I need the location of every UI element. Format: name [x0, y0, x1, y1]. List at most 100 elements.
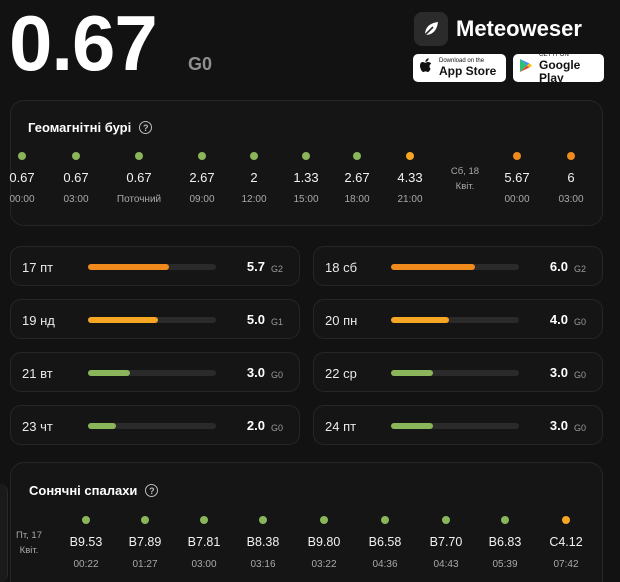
timeline-date-line1: Сб, 18: [450, 166, 480, 177]
flare-item: B8.38 03:16: [233, 516, 293, 570]
forecast-level: G1: [271, 317, 284, 327]
flare-class: B7.89: [128, 535, 162, 549]
forecast-level: G0: [574, 317, 587, 327]
timeline-time: 18:00: [344, 194, 370, 205]
flare-class: C4.12: [549, 535, 583, 549]
level-dot-icon: [567, 152, 575, 160]
geomagnetic-card: [10, 100, 603, 226]
forecast-bar-track: [391, 423, 519, 429]
info-icon[interactable]: ?: [139, 121, 153, 134]
level-dot-icon: [353, 152, 361, 160]
flare-dot-icon: [501, 516, 509, 524]
forecast-bar-fill: [391, 264, 476, 270]
timeline-item: 6 03:00: [541, 152, 601, 205]
scroll-edge[interactable]: [0, 484, 8, 582]
forecast-day-label: 18 сб: [325, 260, 358, 275]
forecast-day-label: 23 чт: [22, 419, 53, 434]
flare-time: 03:00: [191, 559, 217, 570]
timeline-date-line2: Квіт.: [455, 181, 475, 192]
forecast-day-card[interactable]: 18 сб 6.0 G2: [313, 246, 603, 286]
timeline-time: Поточний: [116, 194, 162, 205]
flare-class: B7.70: [429, 535, 463, 549]
forecast-bar-track: [88, 317, 216, 323]
forecast-day-card[interactable]: 17 пт 5.7 G2: [10, 246, 300, 286]
level-dot-icon: [18, 152, 26, 160]
app-store-large-text: App Store: [439, 64, 497, 78]
flare-item: B9.80 03:22: [294, 516, 354, 570]
timeline-item: 4.33 21:00: [380, 152, 440, 205]
flares-date-line1: Пт, 17: [16, 530, 42, 541]
timeline-time: 21:00: [397, 194, 423, 205]
timeline-item: 0.67 00:00: [0, 152, 52, 205]
info-icon[interactable]: ?: [145, 484, 159, 497]
forecast-level: G0: [271, 423, 284, 433]
flare-dot-icon: [141, 516, 149, 524]
forecast-bar-fill: [88, 264, 169, 270]
flare-class: B9.53: [69, 535, 103, 549]
forecast-day-label: 19 нд: [22, 313, 55, 328]
flare-item: B7.70 04:43: [416, 516, 476, 570]
timeline-item: 0.67 Поточний: [109, 152, 169, 205]
google-play-icon: [519, 58, 533, 78]
timeline-value: 2.67: [189, 170, 215, 185]
app-store-button[interactable]: Download on the App Store: [413, 54, 506, 82]
forecast-day-label: 17 пт: [22, 260, 54, 275]
forecast-bar-track: [391, 264, 519, 270]
flare-time: 03:16: [250, 559, 276, 570]
google-play-small-text: GET IT ON: [539, 51, 569, 58]
forecast-day-card[interactable]: 19 нд 5.0 G1: [10, 299, 300, 339]
timeline-value: 6: [567, 170, 575, 185]
google-play-button[interactable]: GET IT ON Google Play: [513, 51, 604, 85]
forecast-day-label: 22 ср: [325, 366, 357, 381]
app-store-small-text: Download on the: [439, 58, 485, 64]
flare-item: B7.89 01:27: [115, 516, 175, 570]
flare-time: 04:43: [433, 559, 459, 570]
forecast-day-card[interactable]: 24 пт 3.0 G0: [313, 405, 603, 445]
flares-date-label: Пт, 17 Квіт.: [13, 528, 45, 558]
flare-dot-icon: [320, 516, 328, 524]
timeline-value: 5.67: [504, 170, 530, 185]
timeline-time: 00:00: [504, 194, 530, 205]
level-dot-icon: [406, 152, 414, 160]
forecast-day-label: 24 пт: [325, 419, 357, 434]
forecast-day-label: 21 вт: [22, 366, 53, 381]
flare-class: B7.81: [187, 535, 221, 549]
google-play-large-text: Google Play: [539, 57, 581, 85]
timeline-value: 1.33: [293, 170, 319, 185]
flare-time: 01:27: [132, 559, 158, 570]
forecast-value: 6.0: [549, 259, 568, 274]
level-dot-icon: [302, 152, 310, 160]
forecast-day-card[interactable]: 20 пн 4.0 G0: [313, 299, 603, 339]
flare-time: 03:22: [311, 559, 337, 570]
forecast-bar-fill: [88, 370, 131, 376]
flare-item: B7.81 03:00: [174, 516, 234, 570]
leaf-logo-icon: [414, 12, 448, 46]
flare-item: B6.83 05:39: [475, 516, 535, 570]
level-dot-icon: [250, 152, 258, 160]
flare-class: B9.80: [307, 535, 341, 549]
timeline-item: 1.33 15:00: [276, 152, 336, 205]
brand[interactable]: Meteoweser: [414, 12, 582, 46]
flare-dot-icon: [200, 516, 208, 524]
forecast-day-card[interactable]: 22 ср 3.0 G0: [313, 352, 603, 392]
forecast-level: G0: [574, 423, 587, 433]
timeline-time: 09:00: [189, 194, 215, 205]
timeline-item: 5.67 00:00: [487, 152, 547, 205]
forecast-level: G0: [574, 370, 587, 380]
forecast-bar-fill: [391, 317, 449, 323]
flare-dot-icon: [442, 516, 450, 524]
flare-time: 05:39: [492, 559, 518, 570]
timeline-value: 0.67: [126, 170, 152, 185]
timeline-time: 00:00: [9, 194, 35, 205]
forecast-day-label: 20 пн: [325, 313, 358, 328]
forecast-bar-track: [88, 370, 216, 376]
forecast-value: 3.0: [549, 418, 568, 433]
timeline-item: 2.67 09:00: [172, 152, 232, 205]
forecast-day-card[interactable]: 23 чт 2.0 G0: [10, 405, 300, 445]
forecast-day-card[interactable]: 21 вт 3.0 G0: [10, 352, 300, 392]
forecast-level: G0: [271, 370, 284, 380]
forecast-bar-fill: [88, 423, 117, 429]
flare-class: B6.83: [488, 535, 522, 549]
flare-time: 00:22: [73, 559, 99, 570]
forecast-bar-fill: [88, 317, 159, 323]
